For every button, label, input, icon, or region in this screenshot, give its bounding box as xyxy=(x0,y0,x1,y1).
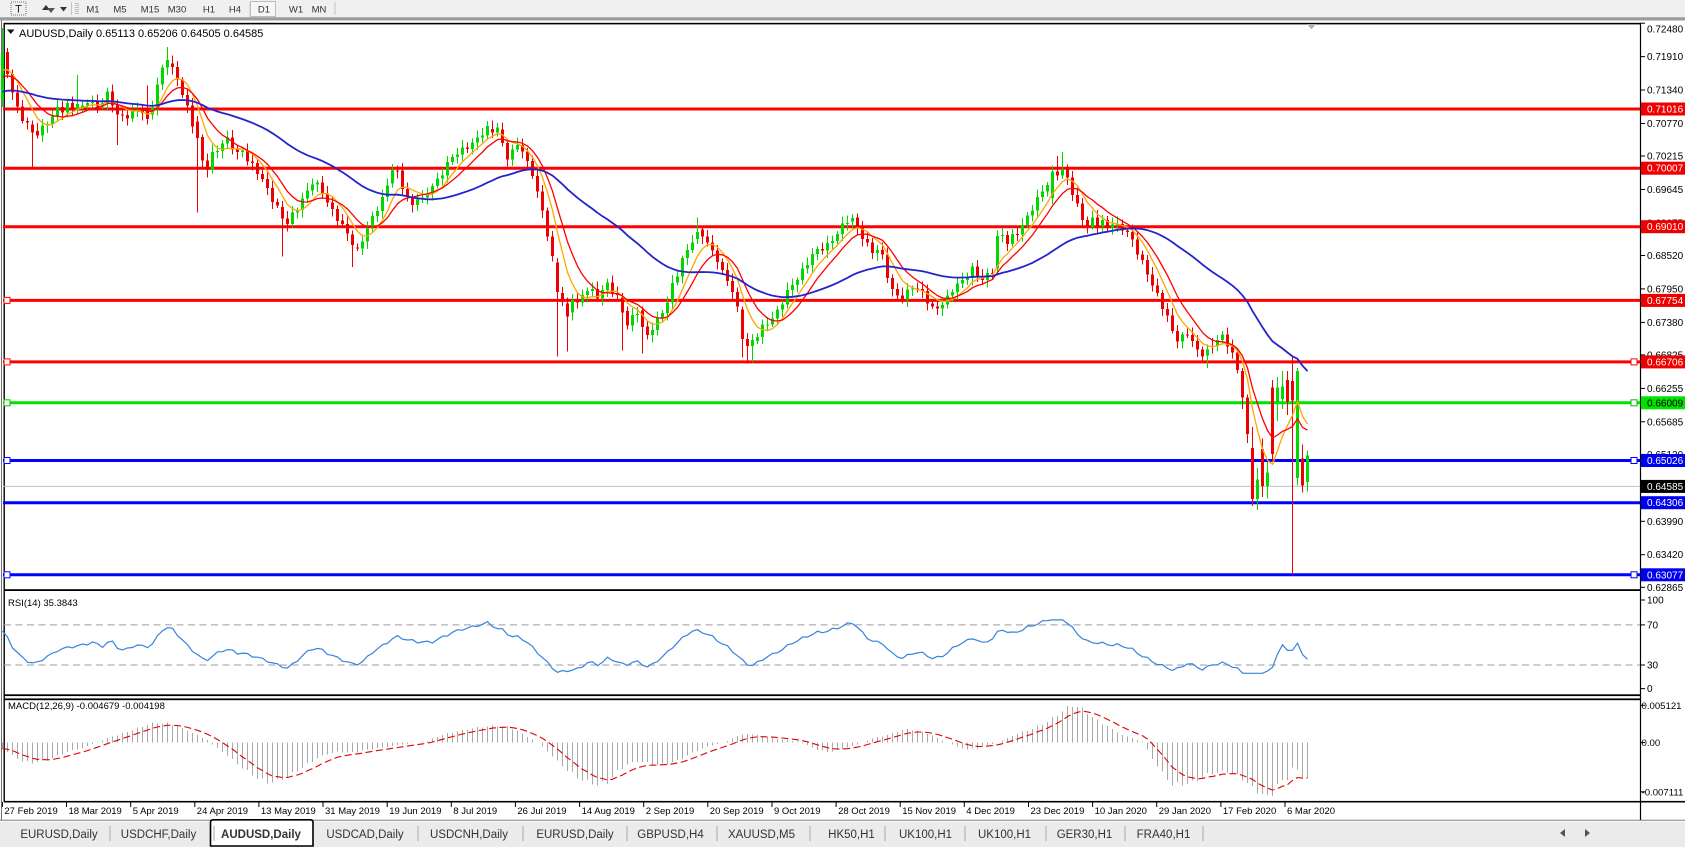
svg-text:0.62865: 0.62865 xyxy=(1647,583,1684,594)
svg-text:USDCHF,Daily: USDCHF,Daily xyxy=(121,829,197,841)
svg-text:19 Jun 2019: 19 Jun 2019 xyxy=(389,806,441,817)
svg-text:0.67754: 0.67754 xyxy=(1647,296,1684,307)
svg-text:M1: M1 xyxy=(86,5,99,16)
svg-text:0.00: 0.00 xyxy=(1642,738,1661,749)
svg-text:2 Sep 2019: 2 Sep 2019 xyxy=(646,806,695,817)
svg-text:15 Nov 2019: 15 Nov 2019 xyxy=(902,806,956,817)
svg-text:UK100,H1: UK100,H1 xyxy=(978,829,1031,841)
svg-text:0.63077: 0.63077 xyxy=(1647,570,1684,581)
svg-text:D1: D1 xyxy=(258,5,270,16)
svg-text:H4: H4 xyxy=(229,5,241,16)
svg-text:100: 100 xyxy=(1647,596,1664,607)
svg-text:EURUSD,Daily: EURUSD,Daily xyxy=(20,829,98,841)
svg-text:17 Feb 2020: 17 Feb 2020 xyxy=(1223,806,1276,817)
svg-text:30: 30 xyxy=(1647,661,1659,672)
svg-text:0.69010: 0.69010 xyxy=(1647,222,1684,233)
svg-text:0.005121: 0.005121 xyxy=(1642,701,1682,712)
svg-text:0.66009: 0.66009 xyxy=(1647,398,1684,409)
svg-text:0.69645: 0.69645 xyxy=(1647,185,1684,196)
svg-text:18 Mar 2019: 18 Mar 2019 xyxy=(69,806,122,817)
svg-text:0.68520: 0.68520 xyxy=(1647,251,1684,262)
svg-text:4 Dec 2019: 4 Dec 2019 xyxy=(966,806,1015,817)
svg-text:GBPUSD,H4: GBPUSD,H4 xyxy=(637,829,704,841)
svg-text:FRA40,H1: FRA40,H1 xyxy=(1137,829,1191,841)
svg-text:0.65026: 0.65026 xyxy=(1647,456,1684,467)
svg-text:0.67380: 0.67380 xyxy=(1647,318,1684,329)
svg-text:0.71016: 0.71016 xyxy=(1647,105,1684,116)
svg-text:H1: H1 xyxy=(203,5,215,16)
svg-text:HK50,H1: HK50,H1 xyxy=(828,829,875,841)
svg-text:MACD(12,26,9) -0.004679 -0.004: MACD(12,26,9) -0.004679 -0.004198 xyxy=(8,701,165,712)
svg-text:M30: M30 xyxy=(168,5,186,16)
svg-text:-0.007111: -0.007111 xyxy=(1642,787,1684,798)
svg-text:8 Jul 2019: 8 Jul 2019 xyxy=(453,806,497,817)
svg-text:RSI(14) 35.3843: RSI(14) 35.3843 xyxy=(8,598,78,609)
svg-text:27 Feb 2019: 27 Feb 2019 xyxy=(4,806,57,817)
svg-text:AUDUSD,Daily: AUDUSD,Daily xyxy=(221,829,301,841)
svg-text:MN: MN xyxy=(312,5,327,16)
svg-text:0.64585: 0.64585 xyxy=(1647,482,1684,493)
svg-text:USDCNH,Daily: USDCNH,Daily xyxy=(430,829,508,841)
svg-text:14 Aug 2019: 14 Aug 2019 xyxy=(582,806,635,817)
svg-text:M5: M5 xyxy=(113,5,126,16)
svg-text:0.66706: 0.66706 xyxy=(1647,357,1684,368)
svg-text:5 Apr 2019: 5 Apr 2019 xyxy=(133,806,179,817)
svg-text:T: T xyxy=(15,4,22,16)
svg-text:6 Mar 2020: 6 Mar 2020 xyxy=(1287,806,1335,817)
svg-text:13 May 2019: 13 May 2019 xyxy=(261,806,316,817)
svg-text:70: 70 xyxy=(1647,620,1659,631)
svg-text:10 Jan 2020: 10 Jan 2020 xyxy=(1095,806,1147,817)
svg-text:EURUSD,Daily: EURUSD,Daily xyxy=(536,829,614,841)
svg-text:0.63990: 0.63990 xyxy=(1647,517,1684,528)
svg-text:26 Jul 2019: 26 Jul 2019 xyxy=(517,806,566,817)
svg-text:AUDUSD,Daily 0.65113 0.65206: AUDUSD,Daily 0.65113 0.65206 0.64505 0.6… xyxy=(19,28,263,40)
svg-text:0.70215: 0.70215 xyxy=(1647,152,1684,163)
svg-text:29 Jan 2020: 29 Jan 2020 xyxy=(1159,806,1211,817)
svg-text:24 Apr 2019: 24 Apr 2019 xyxy=(197,806,248,817)
svg-text:W1: W1 xyxy=(289,5,303,16)
svg-text:0.64306: 0.64306 xyxy=(1647,498,1684,509)
svg-text:0.65685: 0.65685 xyxy=(1647,417,1684,428)
svg-text:GER30,H1: GER30,H1 xyxy=(1057,829,1113,841)
svg-text:0.71340: 0.71340 xyxy=(1647,86,1684,97)
svg-text:USDCAD,Daily: USDCAD,Daily xyxy=(326,829,404,841)
svg-text:0.70007: 0.70007 xyxy=(1647,164,1684,175)
svg-text:0.72480: 0.72480 xyxy=(1647,25,1684,36)
svg-text:0.70770: 0.70770 xyxy=(1647,119,1684,130)
svg-text:0: 0 xyxy=(1647,684,1653,695)
svg-text:20 Sep 2019: 20 Sep 2019 xyxy=(710,806,764,817)
svg-text:M15: M15 xyxy=(141,5,159,16)
svg-text:28 Oct 2019: 28 Oct 2019 xyxy=(838,806,890,817)
svg-text:0.66255: 0.66255 xyxy=(1647,384,1684,395)
svg-text:0.63420: 0.63420 xyxy=(1647,550,1684,561)
svg-text:31 May 2019: 31 May 2019 xyxy=(325,806,380,817)
svg-text:23 Dec 2019: 23 Dec 2019 xyxy=(1031,806,1085,817)
svg-text:9 Oct 2019: 9 Oct 2019 xyxy=(774,806,820,817)
svg-text:0.71910: 0.71910 xyxy=(1647,52,1684,63)
svg-text:XAUUSD,M5: XAUUSD,M5 xyxy=(728,829,795,841)
svg-text:0.67950: 0.67950 xyxy=(1647,284,1684,295)
svg-text:UK100,H1: UK100,H1 xyxy=(899,829,952,841)
